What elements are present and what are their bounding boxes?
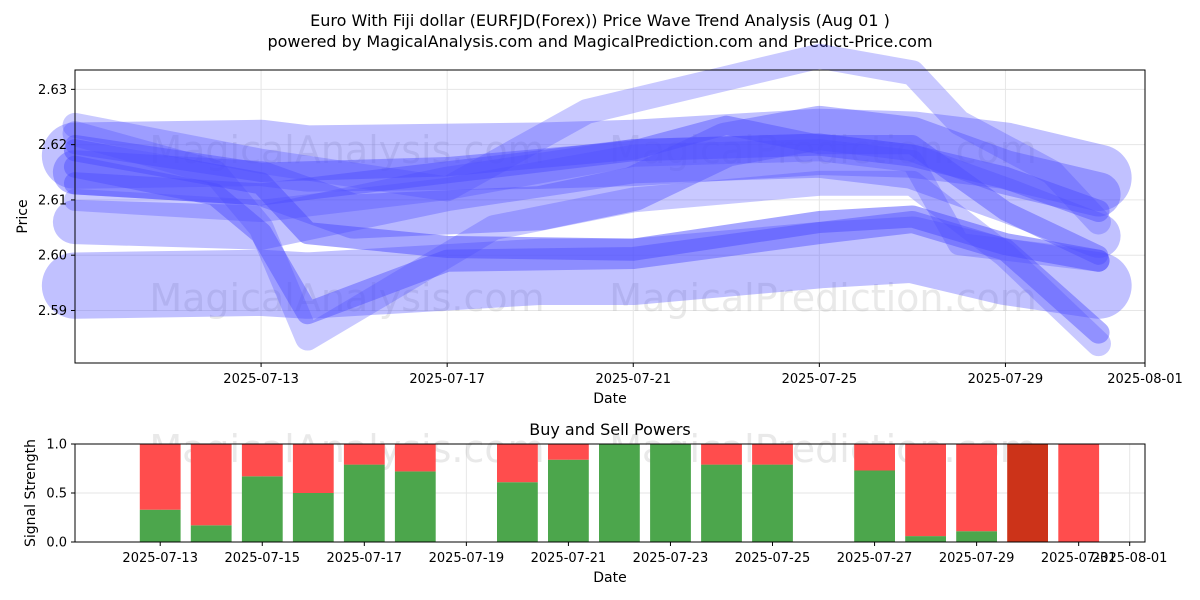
wave-band-wave-11 bbox=[63, 139, 1110, 272]
signal-y-axis-label: Signal Strength bbox=[23, 439, 39, 547]
sell-bar bbox=[956, 444, 997, 532]
price-y-tick-label: 2.59 bbox=[38, 304, 67, 319]
wave-band-wave-6 bbox=[63, 155, 1110, 344]
buy-bar bbox=[599, 444, 640, 542]
buy-bar bbox=[752, 464, 793, 542]
sell-bar bbox=[241, 444, 283, 477]
signal-x-tick-label: 2025-07-29 bbox=[939, 551, 1015, 566]
sell-bar bbox=[1007, 444, 1048, 542]
signal-x-tick-label: 2025-07-25 bbox=[735, 551, 811, 566]
buy-bar bbox=[292, 493, 334, 542]
signal-y-tick-label: 1.0 bbox=[46, 438, 67, 453]
price-x-axis-label: Date bbox=[593, 391, 626, 407]
wave-band-wave-7 bbox=[65, 115, 1109, 265]
buy-bar bbox=[956, 531, 997, 542]
wave-band-wave-1 bbox=[41, 216, 1132, 319]
signal-y-tick-label: 0.5 bbox=[46, 487, 67, 502]
signal-x-tick-label: 2025-07-13 bbox=[122, 551, 198, 566]
wave-band-wave-10 bbox=[62, 43, 1111, 235]
signal-x-tick-label: 2025-07-23 bbox=[633, 551, 709, 566]
buy-sell-panel: Buy and Sell Powers MagicalAnalysis.com … bbox=[23, 420, 1167, 586]
wave-series-group bbox=[41, 43, 1132, 357]
price-wave-panel: MagicalAnalysis.com MagicalPrediction.co… bbox=[15, 43, 1183, 407]
sell-bar bbox=[343, 444, 385, 465]
wave-band-wave-3 bbox=[52, 105, 1121, 239]
signal-x-tick-label: 2025-07-21 bbox=[531, 551, 607, 566]
sell-bar bbox=[752, 444, 793, 465]
price-axes: 2025-07-13 2025-07-17 2025-07-21 2025-07-25… bbox=[38, 83, 1183, 387]
watermark-mid-right: MagicalPrediction.com bbox=[609, 276, 1037, 320]
price-y-tick-label: 2.61 bbox=[38, 193, 67, 208]
sell-bar bbox=[548, 444, 589, 460]
wave-band-wave-9 bbox=[62, 121, 1111, 357]
price-y-tick-label: 2.60 bbox=[38, 249, 67, 264]
sell-bar bbox=[701, 444, 742, 465]
chart-subtitle: powered by MagicalAnalysis.com and Magic… bbox=[267, 32, 932, 51]
watermark-mid-left: MagicalAnalysis.com bbox=[149, 276, 544, 320]
wave-band-wave-8 bbox=[63, 133, 1110, 223]
sell-bar bbox=[292, 444, 334, 493]
sell-bar bbox=[394, 444, 436, 472]
sell-bar bbox=[190, 444, 232, 526]
watermark-top-right: MagicalPrediction.com bbox=[609, 128, 1037, 172]
signal-x-tick-label: 2025-08-01 bbox=[1092, 551, 1168, 566]
buy-bar bbox=[139, 509, 181, 542]
sell-bar bbox=[139, 444, 181, 510]
price-x-tick-label: 2025-07-13 bbox=[223, 372, 299, 387]
buy-bar bbox=[497, 482, 538, 542]
price-y-tick-label: 2.63 bbox=[38, 83, 67, 98]
signal-x-tick-label: 2025-07-19 bbox=[429, 551, 505, 566]
sell-bar bbox=[854, 444, 895, 471]
price-x-tick-label: 2025-07-21 bbox=[595, 372, 671, 387]
price-x-tick-label: 2025-07-17 bbox=[409, 372, 485, 387]
buy-bar bbox=[394, 471, 436, 542]
price-x-tick-label: 2025-07-29 bbox=[968, 372, 1044, 387]
sell-bar bbox=[1058, 444, 1100, 542]
signal-axes: 2025-07-13 2025-07-15 2025-07-17 2025-07-19… bbox=[46, 438, 1167, 567]
buy-bar bbox=[548, 459, 589, 542]
signal-x-tick-label: 2025-07-31 bbox=[1041, 551, 1117, 566]
signal-x-axis-label: Date bbox=[593, 570, 626, 586]
price-plot-frame bbox=[74, 69, 1146, 364]
buy-bar bbox=[701, 464, 742, 542]
wave-band-wave-5 bbox=[63, 139, 1110, 272]
price-y-tick-label: 2.62 bbox=[38, 138, 67, 153]
buy-sell-title: Buy and Sell Powers bbox=[529, 420, 691, 439]
sell-bar bbox=[497, 444, 538, 483]
signal-x-tick-label: 2025-07-15 bbox=[224, 551, 300, 566]
buy-bar bbox=[241, 476, 283, 542]
price-x-tick-label: 2025-08-01 bbox=[1107, 372, 1183, 387]
buy-bar bbox=[905, 536, 946, 542]
signal-x-tick-label: 2025-07-27 bbox=[837, 551, 913, 566]
signal-bars-group bbox=[139, 444, 1100, 542]
buy-bar bbox=[854, 470, 895, 542]
signal-x-tick-label: 2025-07-17 bbox=[327, 551, 403, 566]
chart-title: Euro With Fiji dollar (EURFJD(Forex)) Pr… bbox=[310, 11, 890, 30]
buy-bar bbox=[190, 525, 232, 542]
wave-band-wave-2 bbox=[41, 108, 1132, 211]
signal-y-tick-label: 0.0 bbox=[46, 536, 67, 551]
sell-bar bbox=[905, 444, 946, 537]
price-y-axis-label: Price bbox=[15, 199, 31, 233]
buy-bar bbox=[650, 444, 691, 542]
buy-bar bbox=[343, 464, 385, 542]
price-x-tick-label: 2025-07-25 bbox=[782, 372, 858, 387]
